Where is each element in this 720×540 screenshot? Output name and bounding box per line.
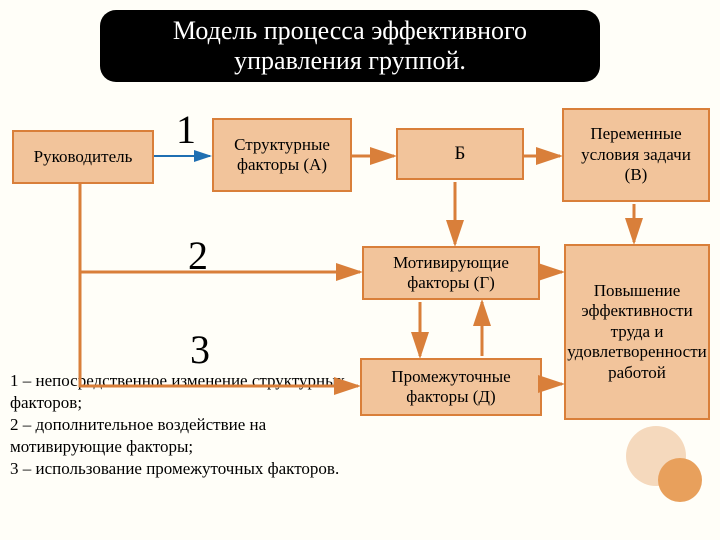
deco-circle-dark — [658, 458, 702, 502]
label-3: 3 — [190, 326, 210, 373]
node-interm: Промежуточные факторы (Д) — [360, 358, 542, 416]
node-b: Б — [396, 128, 524, 180]
legend: 1 – непосредственное изменение структурн… — [10, 370, 350, 480]
node-leader: Руководитель — [12, 130, 154, 184]
legend-line: 2 – дополнительное воздействие на мотиви… — [10, 414, 350, 458]
label-2: 2 — [188, 232, 208, 279]
legend-line: 3 – использование промежуточных факторов… — [10, 458, 350, 480]
node-outcome: Повышение эффективности труда и удовлетв… — [564, 244, 710, 420]
label-1: 1 — [176, 106, 196, 153]
node-task: Переменные условия задачи (В) — [562, 108, 710, 202]
legend-line: 1 – непосредственное изменение структурн… — [10, 370, 350, 414]
node-motiv: Мотивирующие факторы (Г) — [362, 246, 540, 300]
node-struct: Структурные факторы (А) — [212, 118, 352, 192]
title-text: Модель процесса эффективного управления … — [120, 16, 580, 76]
diagram-title: Модель процесса эффективного управления … — [100, 10, 600, 82]
